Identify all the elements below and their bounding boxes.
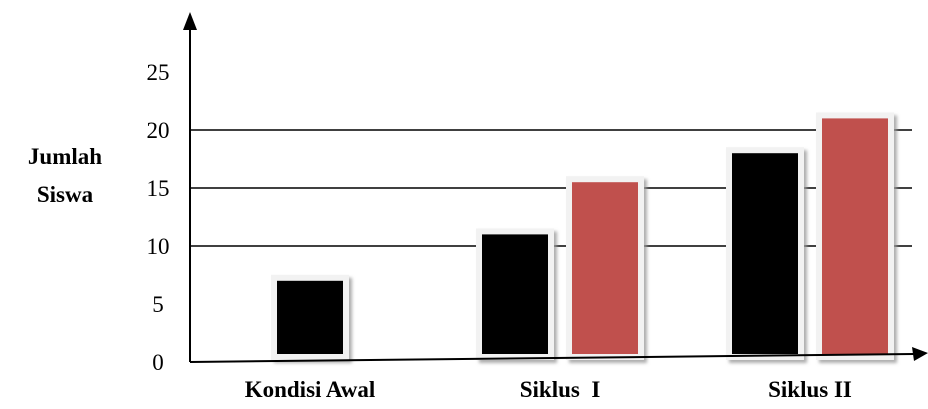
x-category-label: Siklus II bbox=[768, 377, 852, 402]
bar-group bbox=[271, 274, 349, 360]
bar-group bbox=[726, 147, 804, 360]
y-tick-label: 25 bbox=[147, 60, 170, 85]
y-tick-label: 10 bbox=[147, 234, 170, 259]
bar bbox=[572, 182, 638, 354]
y-axis-title: Jumlah Siswa bbox=[10, 138, 120, 214]
bar bbox=[482, 234, 548, 354]
y-tick-label: 0 bbox=[152, 350, 164, 375]
y-tick-label: 5 bbox=[152, 292, 164, 317]
bar-group bbox=[816, 112, 894, 361]
y-axis-arrow bbox=[183, 12, 197, 30]
bar bbox=[822, 118, 888, 355]
bar-group bbox=[476, 228, 554, 360]
bar bbox=[732, 153, 798, 354]
y-tick-label: 20 bbox=[147, 118, 170, 143]
bar-group bbox=[566, 176, 644, 360]
y-axis-title-line-1: Jumlah bbox=[27, 144, 103, 169]
x-axis-line bbox=[189, 353, 915, 363]
x-axis-arrow bbox=[912, 347, 928, 361]
x-category-label: Siklus I bbox=[520, 377, 601, 402]
y-axis-title-line-2: Siswa bbox=[36, 182, 94, 207]
bar bbox=[277, 280, 343, 354]
x-category-label: Kondisi Awal bbox=[245, 377, 376, 402]
y-tick-label: 15 bbox=[147, 176, 170, 201]
